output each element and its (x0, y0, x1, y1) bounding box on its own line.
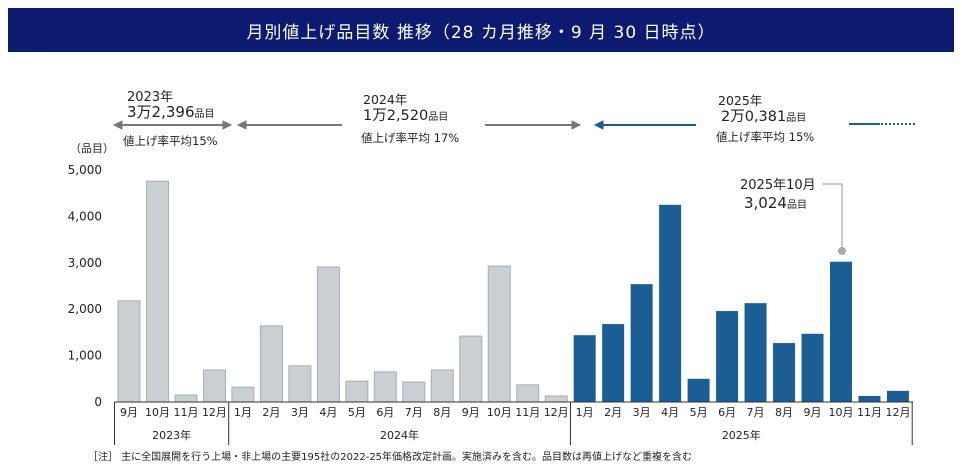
arrow-head-right-icon (571, 120, 582, 130)
bar-2025年-2月 (602, 324, 625, 402)
arrow-head-right-icon (222, 120, 233, 130)
bar-2025年-12月 (886, 390, 909, 402)
bar-2023年-11月 (174, 394, 198, 403)
bar-2025年-6月 (716, 311, 739, 402)
chart-title: 月別値上げ品目数 推移（28 カ月推移・9 月 30 日時点） (8, 8, 954, 52)
annotation-2025-year: 2025年 (718, 93, 762, 108)
x-tick-label: 9月 (804, 406, 822, 419)
x-tick-label: 3月 (633, 406, 651, 419)
y-tick-label: 5,000 (68, 163, 102, 177)
bar-2025年-4月 (659, 204, 682, 402)
y-tick-label: 4,000 (68, 209, 102, 223)
x-tick-label: 4月 (661, 406, 679, 419)
arrow-head-left-icon (236, 120, 247, 130)
x-tick-label: 1月 (576, 406, 594, 419)
bar-2024年-1月 (231, 386, 255, 403)
x-tick-label: 3月 (291, 406, 309, 419)
x-tick-label: 9月 (462, 406, 480, 419)
x-tick-label: 1月 (234, 406, 252, 419)
y-tick-label: 0 (94, 395, 102, 409)
bar-2025年-10月 (830, 261, 852, 402)
x-tick-label: 8月 (433, 406, 451, 419)
x-tick-label: 11月 (515, 406, 540, 419)
x-tick-label: 11月 (857, 406, 882, 419)
x-tick-label: 12月 (885, 406, 910, 419)
x-group-label: 2024年 (380, 428, 419, 442)
arrow-head-left-icon (593, 120, 604, 130)
x-tick-label: 6月 (376, 406, 394, 419)
x-tick-label: 4月 (319, 406, 337, 419)
bar-2024年-5月 (345, 380, 369, 403)
y-tick-label: 2,000 (68, 302, 102, 316)
bar-2024年-6月 (373, 371, 397, 403)
arrow-head-left-icon (112, 120, 123, 130)
bar-2024年-12月 (544, 395, 568, 403)
bar-2024年-11月 (516, 384, 540, 403)
x-tick-label: 7月 (405, 406, 423, 419)
x-tick-label: 12月 (544, 406, 569, 419)
bar-2025年-11月 (858, 395, 881, 402)
annotation-2024-year: 2024年 (363, 92, 407, 107)
period-arrows (112, 120, 582, 130)
y-axis-label: （品目） (70, 142, 114, 155)
x-tick-label: 10月 (829, 406, 854, 419)
annotation-2023-year: 2023年 (127, 90, 173, 105)
bar-2023年-9月 (117, 300, 141, 403)
x-tick-label: 2月 (604, 406, 622, 419)
bar-2023年-10月 (145, 180, 169, 403)
annotation-2023-rate: 値上げ率平均15% (123, 134, 218, 148)
x-tick-label: 5月 (348, 406, 366, 419)
x-tick-label: 10月 (145, 406, 170, 419)
annotation-2025-count: 2万0,381品目 (721, 109, 806, 125)
x-tick-label: 6月 (718, 406, 736, 419)
x-tick-label: 11月 (173, 406, 198, 419)
bar-2025年-9月 (801, 333, 824, 402)
bar-2025年-3月 (630, 284, 653, 402)
x-tick-label: 5月 (690, 406, 708, 419)
bar-2024年-4月 (316, 266, 340, 403)
x-tick-label: 8月 (775, 406, 793, 419)
callout-leader-line (822, 183, 843, 251)
x-group-label: 2023年 (152, 428, 191, 442)
bar-2024年-8月 (430, 369, 454, 403)
y-tick-label: 1,000 (68, 349, 102, 363)
bar-2024年-10月 (487, 265, 511, 403)
y-tick-label: 3,000 (68, 256, 102, 270)
annotation-2024-rate: 値上げ率平均 17% (361, 131, 459, 145)
bar-2025年-5月 (687, 378, 710, 402)
annotation-2024-count: 1万2,520品目 (363, 108, 448, 124)
x-tick-label: 12月 (202, 406, 227, 419)
callout-dot (838, 247, 846, 255)
x-tick-label: 9月 (120, 406, 138, 419)
bar-2024年-2月 (259, 325, 283, 403)
footnote: ［注］ 主に全国展開を行う上場・非上場の主要195社の2022-25年価格改定計… (88, 450, 692, 463)
x-tick-label: 10月 (487, 406, 512, 419)
bar-2024年-7月 (402, 381, 426, 403)
x-group-label: 2025年 (722, 428, 761, 442)
annotation-2023-count: 3万2,396品目 (127, 103, 215, 121)
x-tick-label: 7月 (747, 406, 765, 419)
bar-2025年-1月 (573, 335, 596, 402)
period-arrows-2025 (593, 120, 916, 130)
bar-2024年-3月 (288, 365, 312, 403)
x-tick-label: 2月 (262, 406, 280, 419)
bar-2024年-9月 (459, 335, 483, 403)
bar-2025年-8月 (773, 343, 796, 402)
bar-2023年-12月 (202, 369, 226, 403)
callout-value: 3,024品目 (744, 194, 807, 212)
callout-label: 2025年10月 (740, 178, 816, 193)
bar-2025年-7月 (744, 303, 767, 402)
annotation-2025-rate: 値上げ率平均 15% (716, 130, 814, 144)
